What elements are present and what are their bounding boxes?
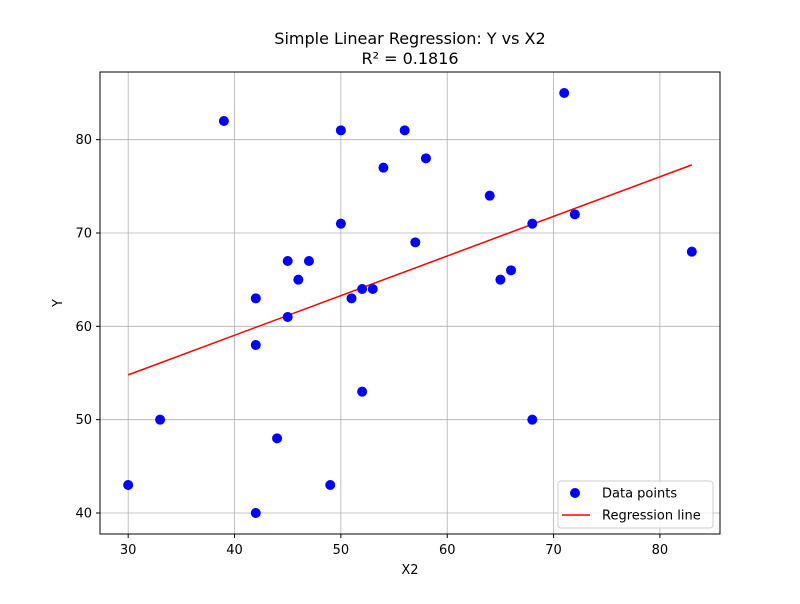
legend-label-regression-line: Regression line bbox=[602, 509, 701, 524]
chart-title: Simple Linear Regression: Y vs X2 bbox=[274, 29, 545, 48]
data-point bbox=[335, 218, 346, 229]
regression-line bbox=[127, 164, 693, 376]
data-point bbox=[282, 256, 293, 266]
data-point bbox=[218, 116, 229, 126]
grid bbox=[100, 72, 720, 534]
data-point bbox=[559, 88, 570, 98]
x-tick-label: 70 bbox=[545, 543, 562, 558]
y-tick-label: 80 bbox=[75, 133, 92, 148]
legend: Data points Regression line bbox=[557, 480, 714, 529]
data-point bbox=[250, 508, 261, 518]
data-point bbox=[686, 246, 697, 257]
data-point bbox=[250, 293, 261, 304]
legend-box bbox=[557, 480, 714, 529]
data-point bbox=[250, 340, 261, 350]
data-point bbox=[410, 237, 421, 248]
regression-line-layer bbox=[127, 164, 693, 376]
x-tick-label: 30 bbox=[120, 543, 137, 558]
data-point bbox=[303, 256, 314, 266]
data-point bbox=[506, 265, 517, 276]
legend-label-data-points: Data points bbox=[602, 487, 677, 502]
x-tick-label: 60 bbox=[439, 543, 456, 558]
data-point bbox=[527, 414, 538, 425]
y-tick-label: 50 bbox=[75, 413, 92, 428]
x-tick-label: 80 bbox=[652, 543, 669, 558]
y-tick-label: 70 bbox=[75, 227, 92, 242]
chart-subtitle-r-squared: R² = 0.1816 bbox=[361, 49, 458, 68]
data-point bbox=[282, 312, 293, 322]
data-point bbox=[367, 284, 378, 294]
data-point bbox=[357, 284, 368, 294]
data-point bbox=[357, 386, 368, 397]
data-point bbox=[527, 218, 538, 229]
legend-marker-data-points bbox=[570, 488, 580, 498]
data-point bbox=[272, 433, 283, 444]
y-tick-label: 60 bbox=[75, 320, 92, 335]
plot-frame bbox=[99, 71, 721, 535]
data-point bbox=[399, 125, 410, 136]
axis-ticks: 30 40 50 60 70 80 40 50 60 70 80 bbox=[75, 133, 668, 558]
data-point bbox=[123, 480, 134, 490]
data-point bbox=[484, 190, 495, 201]
x-tick-label: 40 bbox=[226, 543, 243, 558]
x-tick-label: 50 bbox=[333, 543, 350, 558]
data-point bbox=[155, 414, 166, 425]
data-point bbox=[569, 209, 580, 220]
y-axis-label: Y bbox=[51, 299, 66, 308]
y-tick-label: 40 bbox=[75, 507, 92, 522]
data-point bbox=[420, 153, 431, 164]
data-point bbox=[293, 274, 304, 285]
data-point bbox=[495, 274, 506, 285]
data-point bbox=[325, 480, 336, 490]
data-points-layer bbox=[123, 88, 697, 518]
x-axis-label: X2 bbox=[401, 563, 418, 578]
data-point bbox=[378, 162, 389, 173]
data-point bbox=[346, 293, 357, 304]
data-point bbox=[335, 125, 346, 136]
